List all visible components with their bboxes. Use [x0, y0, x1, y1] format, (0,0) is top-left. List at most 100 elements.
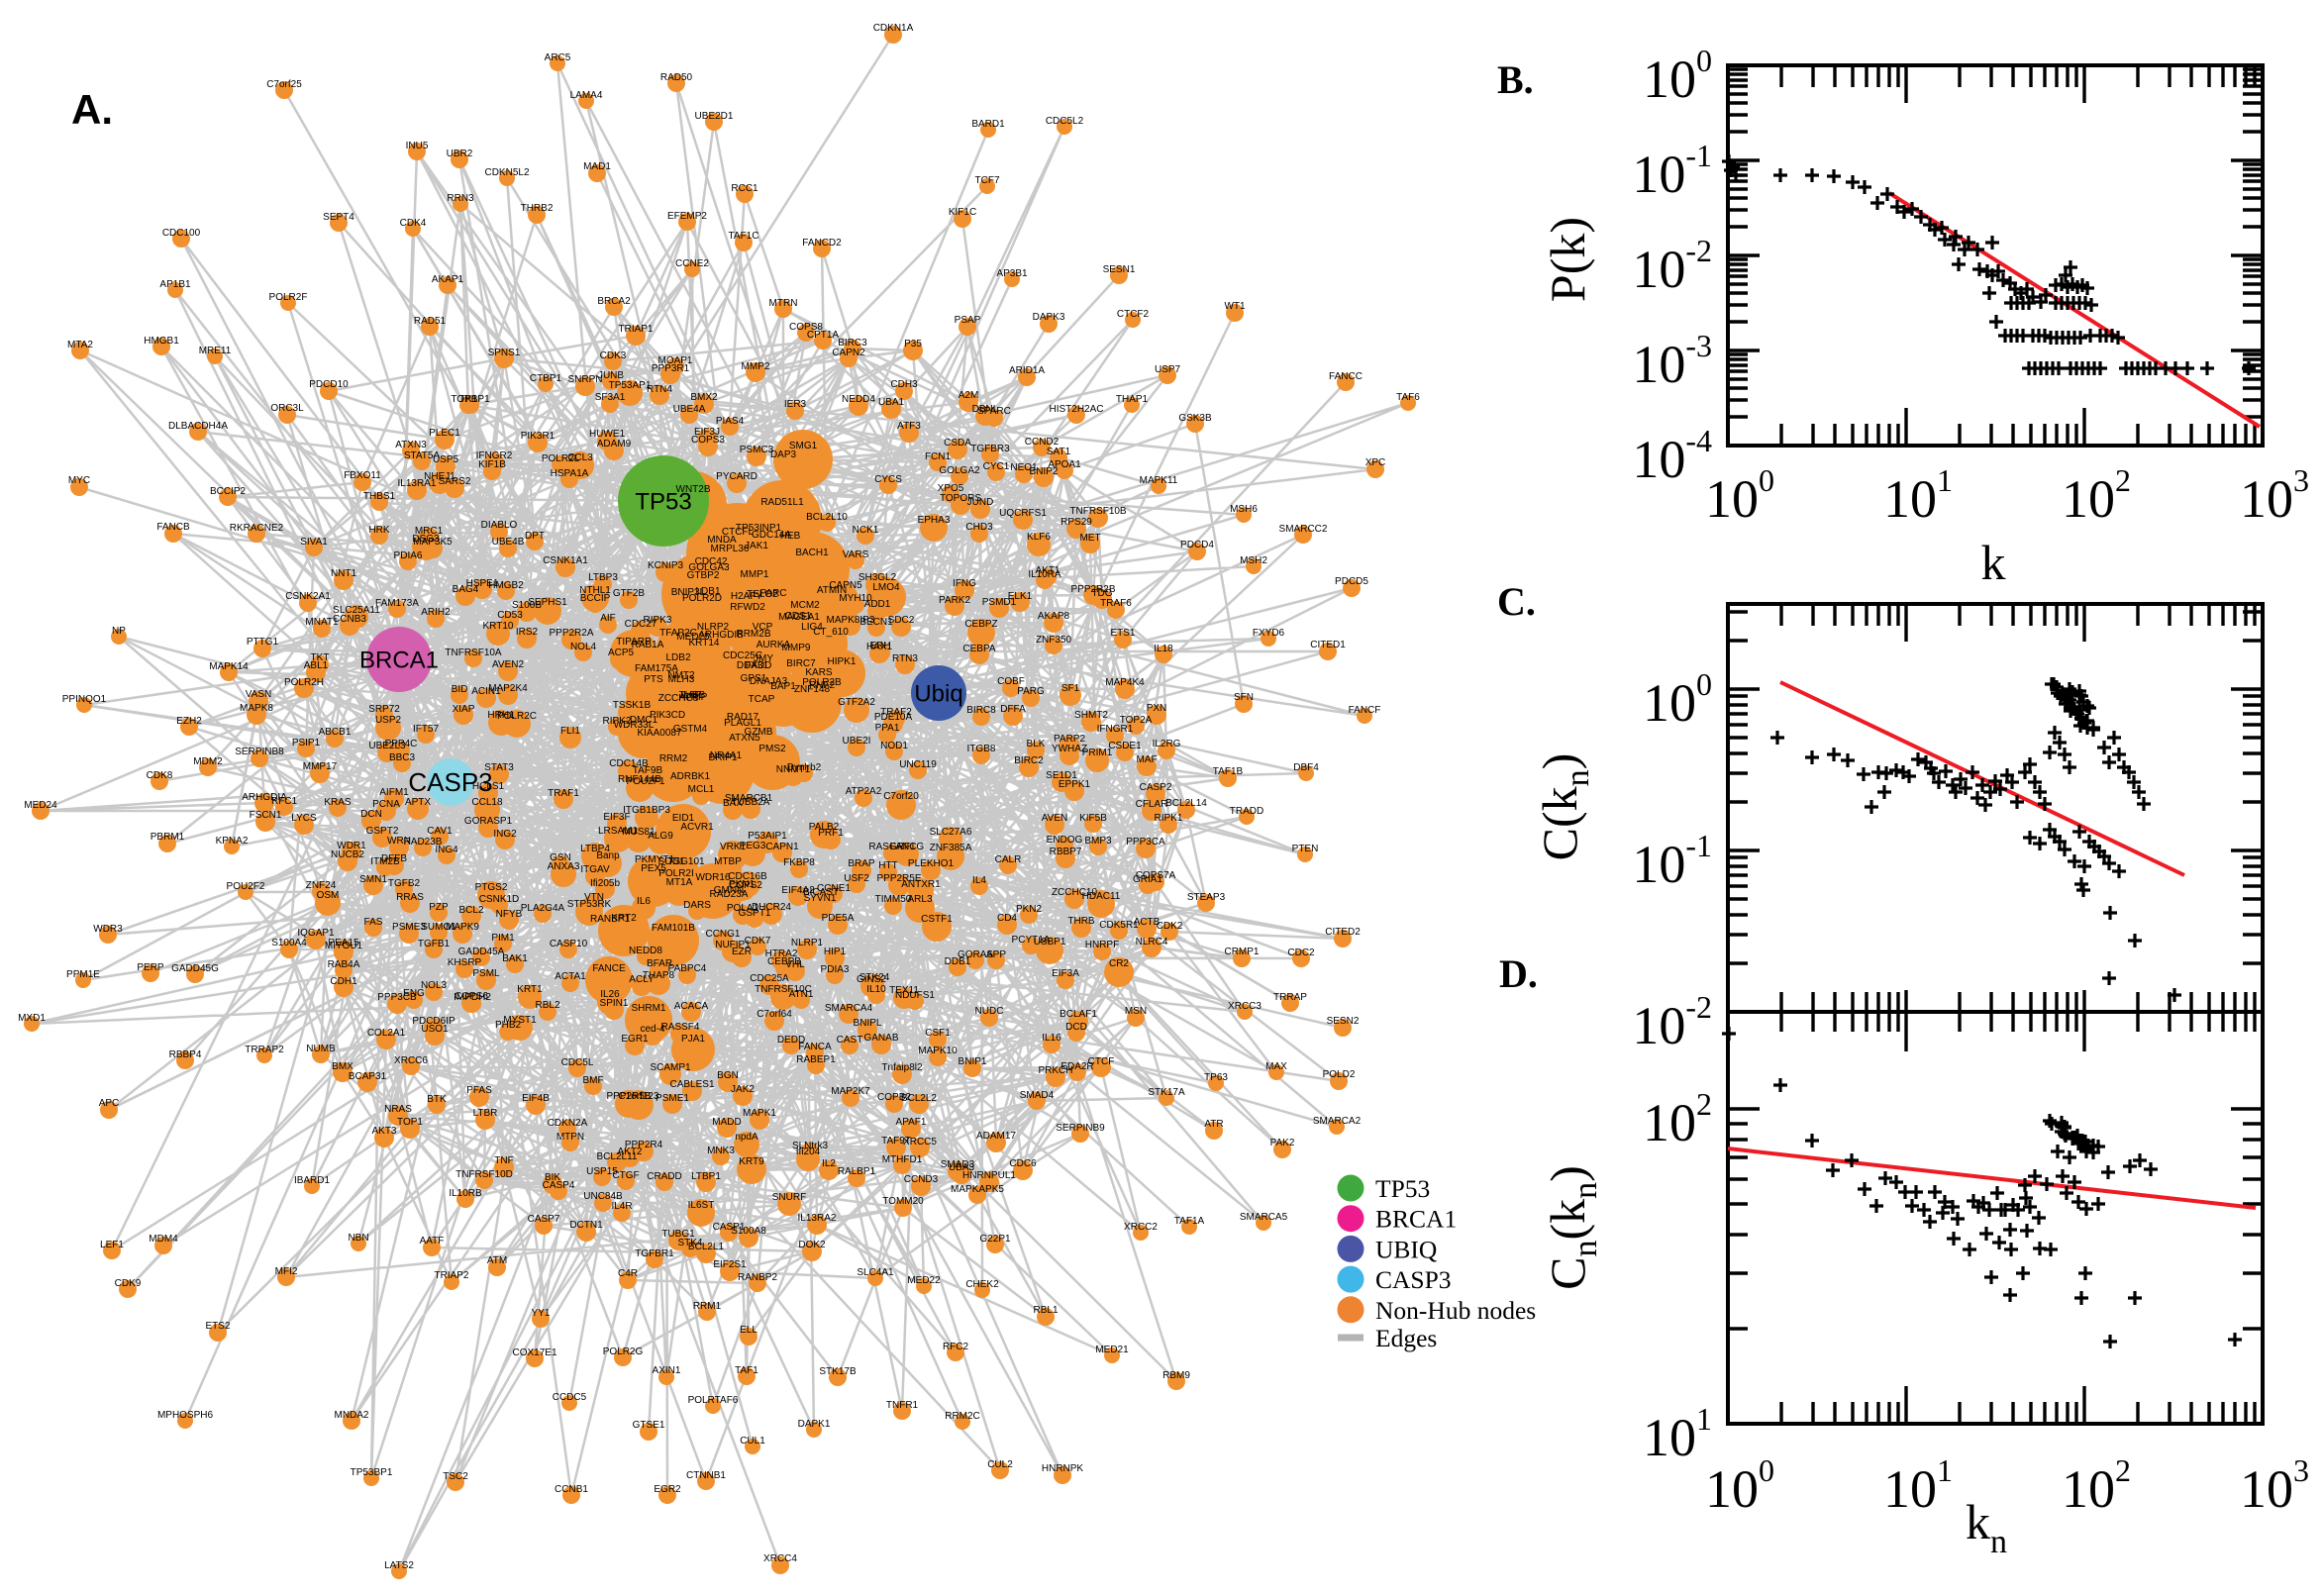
svg-text:UBE2L3: UBE2L3 — [368, 741, 406, 751]
svg-text:TRAF1: TRAF1 — [548, 788, 579, 799]
svg-text:SUMO1: SUMO1 — [421, 922, 456, 933]
svg-text:LTBP3: LTBP3 — [588, 572, 618, 583]
svg-text:AP1B1: AP1B1 — [159, 279, 191, 290]
svg-text:SESN1: SESN1 — [1103, 264, 1136, 275]
svg-text:HDAC11: HDAC11 — [1082, 891, 1121, 902]
svg-text:TNFRSF10C: TNFRSF10C — [755, 984, 812, 995]
svg-text:IQGAP1: IQGAP1 — [297, 928, 335, 939]
svg-text:LTBR: LTBR — [473, 1108, 498, 1119]
svg-text:GRIA1: GRIA1 — [1133, 874, 1162, 885]
svg-text:BNIP1: BNIP1 — [959, 1056, 987, 1067]
svg-text:MNK3: MNK3 — [707, 1146, 735, 1156]
svg-text:GSPT1: GSPT1 — [739, 908, 771, 919]
svg-text:KARS: KARS — [805, 667, 833, 678]
svg-text:CASP10: CASP10 — [550, 939, 588, 949]
svg-text:CCNB3: CCNB3 — [333, 614, 366, 625]
svg-text:CTCFL: CTCFL — [722, 527, 755, 538]
svg-text:BRAP: BRAP — [848, 858, 875, 869]
svg-text:PKN2: PKN2 — [1016, 904, 1043, 915]
svg-text:HIP1: HIP1 — [824, 947, 847, 957]
svg-text:MRC1: MRC1 — [415, 526, 444, 537]
svg-text:DCD: DCD — [1065, 1022, 1087, 1033]
svg-text:RNF144B: RNF144B — [618, 774, 661, 785]
svg-text:TNFRSF10D: TNFRSF10D — [455, 1169, 513, 1180]
svg-text:CT_610: CT_610 — [813, 627, 849, 638]
svg-text:Non-Hub nodes: Non-Hub nodes — [1375, 1296, 1536, 1325]
svg-text:RAD50: RAD50 — [660, 72, 693, 83]
svg-text:SERPINB9: SERPINB9 — [1056, 1123, 1105, 1134]
svg-text:CDH1: CDH1 — [330, 976, 357, 987]
svg-text:USP7: USP7 — [1155, 364, 1181, 375]
svg-text:ELK1: ELK1 — [1008, 591, 1033, 602]
svg-text:USBP1: USBP1 — [1034, 937, 1066, 948]
svg-text:DFFA: DFFA — [1000, 704, 1026, 715]
svg-text:MRE11: MRE11 — [199, 346, 232, 356]
svg-text:MYC: MYC — [68, 475, 90, 486]
svg-text:Ifi205b: Ifi205b — [590, 878, 620, 889]
svg-text:COL2A1: COL2A1 — [367, 1028, 406, 1039]
svg-text:CD4: CD4 — [997, 913, 1017, 924]
svg-text:DMC1: DMC1 — [630, 715, 658, 726]
svg-text:UBE4B: UBE4B — [492, 537, 525, 548]
svg-text:LRSAM1: LRSAM1 — [598, 826, 638, 837]
svg-text:TGFBR3: TGFBR3 — [970, 444, 1010, 454]
svg-text:PPP2R4: PPP2R4 — [625, 1140, 663, 1150]
svg-text:RIPK1: RIPK1 — [1155, 813, 1183, 824]
svg-text:CTBP1: CTBP1 — [530, 373, 562, 384]
svg-text:TUBB: TUBB — [679, 690, 706, 701]
svg-text:Ubiq: Ubiq — [914, 680, 962, 707]
svg-text:ATXN5: ATXN5 — [729, 733, 760, 744]
svg-text:CABLES1: CABLES1 — [669, 1079, 714, 1090]
svg-text:CCDC5: CCDC5 — [553, 1392, 587, 1403]
svg-text:PLEKHO1: PLEKHO1 — [908, 858, 955, 869]
svg-text:BBC3: BBC3 — [389, 752, 416, 763]
svg-text:IL6R: IL6R — [680, 690, 701, 701]
svg-text:HIPK1: HIPK1 — [828, 656, 857, 667]
svg-text:RNF2: RNF2 — [809, 680, 836, 691]
svg-text:BIRC7: BIRC7 — [786, 658, 816, 669]
svg-text:ITGAV: ITGAV — [580, 864, 610, 875]
svg-text:ATM: ATM — [487, 1255, 507, 1266]
svg-text:TOPORS: TOPORS — [940, 493, 981, 504]
svg-text:PTEN: PTEN — [1292, 844, 1319, 854]
svg-text:BCCIP2: BCCIP2 — [210, 486, 247, 497]
svg-text:PFAS: PFAS — [466, 1085, 492, 1096]
svg-text:BICAST: BICAST — [803, 887, 839, 898]
svg-text:AVEN: AVEN — [1042, 813, 1068, 824]
svg-text:TRADD: TRADD — [1230, 806, 1263, 817]
svg-text:SHRM1: SHRM1 — [631, 1003, 665, 1014]
svg-text:PIK3CD: PIK3CD — [650, 710, 685, 721]
svg-text:IL4R: IL4R — [611, 1201, 632, 1212]
svg-text:MAD1: MAD1 — [583, 161, 611, 172]
svg-text:TRAF2: TRAF2 — [880, 707, 912, 718]
svg-text:FAM173A: FAM173A — [375, 598, 419, 609]
svg-text:DIABLO: DIABLO — [481, 520, 518, 531]
svg-text:PRIM1: PRIM1 — [1082, 748, 1113, 758]
svg-text:FBXO11: FBXO11 — [344, 470, 381, 481]
svg-text:EZR: EZR — [732, 947, 752, 957]
svg-text:EIF4B: EIF4B — [522, 1093, 550, 1104]
svg-text:UBE2D1: UBE2D1 — [695, 111, 734, 122]
svg-text:SMARCC2: SMARCC2 — [1279, 524, 1328, 535]
svg-text:SIVA1: SIVA1 — [300, 537, 328, 548]
svg-text:KIAA0087: KIAA0087 — [637, 728, 681, 739]
svg-text:KRT10: KRT10 — [483, 621, 514, 632]
svg-text:POLD2: POLD2 — [1323, 1069, 1356, 1080]
svg-text:RAD51: RAD51 — [414, 316, 447, 327]
svg-text:CCNE1: CCNE1 — [817, 883, 851, 894]
svg-text:CDK2: CDK2 — [1157, 921, 1183, 932]
svg-text:SLC27A6: SLC27A6 — [930, 827, 972, 838]
svg-text:GSTM4: GSTM4 — [673, 724, 708, 735]
svg-text:CITED1: CITED1 — [1310, 640, 1346, 650]
svg-text:EDA2R: EDA2R — [1060, 1061, 1093, 1072]
svg-text:PLA2G4A: PLA2G4A — [521, 903, 565, 914]
svg-text:MED22: MED22 — [907, 1275, 941, 1286]
svg-text:MMP2: MMP2 — [742, 361, 770, 372]
svg-text:ABCB1: ABCB1 — [319, 727, 352, 738]
svg-text:INU5: INU5 — [406, 141, 429, 151]
svg-text:YY1: YY1 — [532, 1308, 551, 1319]
svg-text:ORC3L: ORC3L — [270, 403, 304, 414]
svg-text:KRAS: KRAS — [324, 797, 352, 808]
svg-text:KIF5B: KIF5B — [1079, 813, 1107, 824]
svg-text:ACVR1: ACVR1 — [680, 822, 714, 833]
